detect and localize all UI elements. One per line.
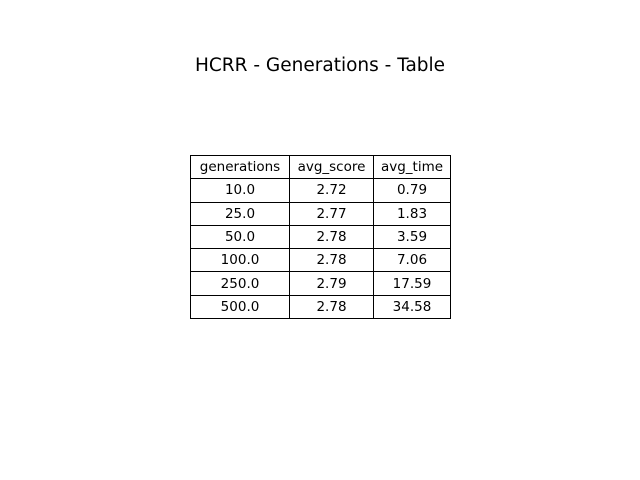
table-row: 250.0 2.79 17.59 <box>190 271 451 296</box>
table-cell-generations: 500.0 <box>190 294 290 320</box>
table-row: 25.0 2.77 1.83 <box>190 201 451 226</box>
results-table: generations avg_score avg_time 10.0 2.72 0… <box>190 154 451 320</box>
column-header-avg-time: avg_time <box>373 154 451 180</box>
table-cell-generations: 100.0 <box>190 248 290 273</box>
table-cell-avg-score: 2.79 <box>289 271 374 296</box>
column-header-avg-score: avg_score <box>289 154 374 180</box>
column-header-generations: generations <box>190 154 290 180</box>
table-cell-avg-score: 2.78 <box>289 248 374 273</box>
table-cell-avg-time: 34.58 <box>373 294 451 320</box>
table-cell-avg-score: 2.78 <box>289 224 374 250</box>
table-cell-generations: 10.0 <box>190 178 290 203</box>
table-row: 50.0 2.78 3.59 <box>190 224 451 250</box>
table-cell-avg-score: 2.77 <box>289 201 374 226</box>
table-header-row: generations avg_score avg_time <box>190 154 451 180</box>
table-cell-avg-time: 1.83 <box>373 201 451 226</box>
table-cell-avg-time: 0.79 <box>373 178 451 203</box>
chart-title: HCRR - Generations - Table <box>194 55 446 76</box>
table-row: 10.0 2.72 0.79 <box>190 178 451 203</box>
table-cell-generations: 50.0 <box>190 224 290 250</box>
table-cell-avg-score: 2.72 <box>289 178 374 203</box>
table-row: 100.0 2.78 7.06 <box>190 248 451 273</box>
table-cell-generations: 25.0 <box>190 201 290 226</box>
table-cell-avg-time: 3.59 <box>373 224 451 250</box>
table-cell-avg-time: 17.59 <box>373 271 451 296</box>
table-row: 500.0 2.78 34.58 <box>190 294 451 320</box>
table-cell-avg-score: 2.78 <box>289 294 374 320</box>
table-cell-avg-time: 7.06 <box>373 248 451 273</box>
table-cell-generations: 250.0 <box>190 271 290 296</box>
